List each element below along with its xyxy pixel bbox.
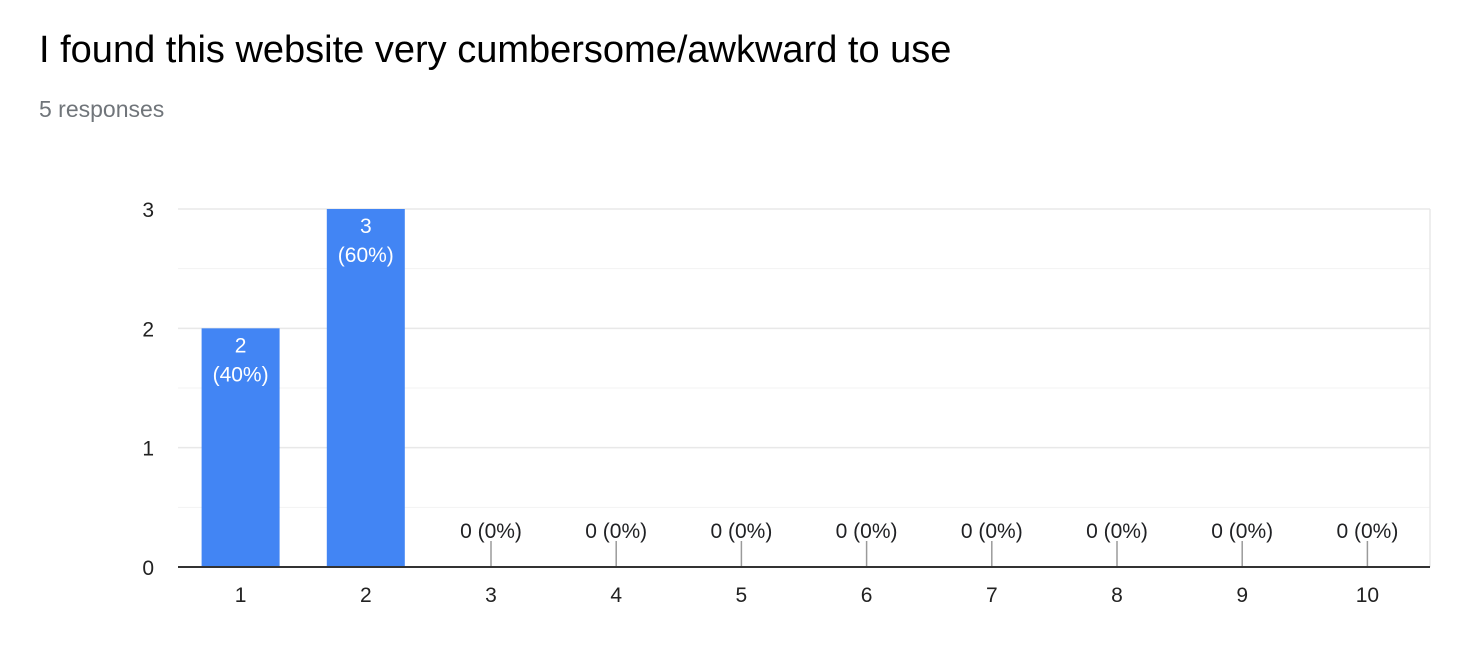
x-tick-label: 1 (235, 584, 247, 607)
y-tick-label: 3 (142, 199, 154, 222)
x-tick-label: 10 (1356, 584, 1379, 607)
x-tick-label: 7 (986, 584, 998, 607)
question-title: I found this website very cumbersome/awk… (39, 29, 952, 71)
data-label: 0 (0%) (836, 520, 898, 543)
data-label: (60%) (338, 244, 394, 267)
data-label: 0 (0%) (1211, 520, 1273, 543)
response-count: 5 responses (39, 96, 165, 122)
data-label: 3 (360, 215, 372, 238)
y-tick-label: 0 (142, 557, 154, 580)
x-tick-label: 8 (1111, 584, 1123, 607)
bar (201, 328, 280, 567)
x-tick-label: 9 (1236, 584, 1248, 607)
y-tick-label: 2 (142, 318, 154, 341)
data-label: 0 (0%) (1086, 520, 1148, 543)
data-label: 2 (235, 334, 247, 357)
x-tick-label: 4 (610, 584, 622, 607)
data-label: 0 (0%) (1336, 520, 1398, 543)
data-label: 0 (0%) (961, 520, 1023, 543)
x-tick-label: 2 (360, 584, 372, 607)
data-label: 0 (0%) (710, 520, 772, 543)
y-tick-label: 1 (142, 438, 154, 461)
data-label: (40%) (213, 363, 269, 386)
x-tick-label: 6 (861, 584, 873, 607)
data-label: 0 (0%) (460, 520, 522, 543)
data-label: 0 (0%) (585, 520, 647, 543)
x-tick-label: 3 (485, 584, 497, 607)
bar (326, 209, 405, 567)
x-tick-label: 5 (736, 584, 748, 607)
